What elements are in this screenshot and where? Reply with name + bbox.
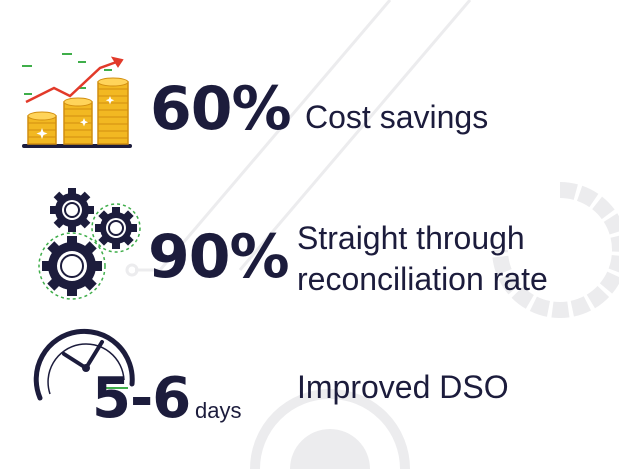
stat-value-dso: 5-6 [92, 366, 191, 431]
stat-label-dso: Improved DSO [297, 369, 509, 405]
stat-unit-days: days [195, 398, 242, 423]
coins-growth-icon [22, 53, 132, 148]
stat-label-reconciliation-line-2: reconciliation rate [297, 261, 548, 297]
stat-label-cost-savings: Cost savings [305, 99, 489, 135]
stat-value-cost-savings: 60% [150, 74, 292, 144]
stat-value-reconciliation: 90% [148, 222, 290, 292]
stat-label-reconciliation-line-1: Straight through [297, 220, 525, 256]
clock-icon [33, 328, 135, 401]
gears-icon [38, 188, 141, 300]
